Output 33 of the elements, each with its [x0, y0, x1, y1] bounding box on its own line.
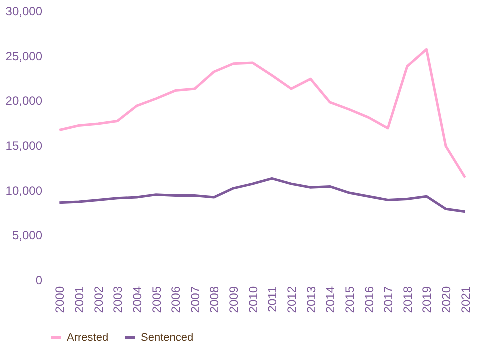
x-tick-label: 2004 — [130, 286, 144, 314]
y-tick-label: 20,000 — [6, 94, 43, 108]
x-tick-label: 2001 — [72, 286, 86, 314]
line-series — [58, 48, 467, 180]
x-tick-label: 2002 — [92, 286, 106, 314]
x-tick-label: 2000 — [53, 286, 68, 314]
x-tick-label: 2007 — [188, 286, 202, 314]
y-tick-label: 30,000 — [6, 4, 43, 18]
legend-label: Arrested — [67, 332, 109, 344]
x-tick-label: 2016 — [362, 286, 376, 314]
x-tick-label: 2009 — [227, 286, 242, 314]
x-tick-label: 2014 — [324, 286, 338, 314]
line-series — [58, 177, 467, 214]
x-tick-label: 2013 — [304, 286, 318, 314]
x-tick-label: 2021 — [458, 286, 473, 314]
legend-label: Sentenced — [141, 332, 194, 344]
x-tick-label: 2003 — [111, 286, 126, 314]
x-tick-label: 2012 — [284, 286, 299, 314]
x-tick-label: 2006 — [169, 286, 184, 314]
x-tick-label: 2005 — [150, 286, 164, 314]
y-tick-label: 15,000 — [6, 139, 43, 153]
y-tick-label: 25,000 — [6, 49, 43, 64]
x-tick-label: 2008 — [208, 286, 222, 314]
x-tick-label: 2018 — [400, 286, 415, 314]
y-tick-label: 5,000 — [12, 228, 43, 243]
x-tick-label: 2020 — [440, 286, 454, 314]
x-tick-label: 2015 — [342, 286, 357, 314]
y-tick-label: 10,000 — [6, 184, 43, 198]
x-tick-label: 2011 — [266, 286, 280, 312]
x-tick-label: 2010 — [246, 286, 260, 314]
x-tick-label: 2019 — [420, 286, 434, 314]
x-tick-label: 2017 — [382, 286, 396, 314]
y-tick-label: 0 — [36, 274, 43, 288]
